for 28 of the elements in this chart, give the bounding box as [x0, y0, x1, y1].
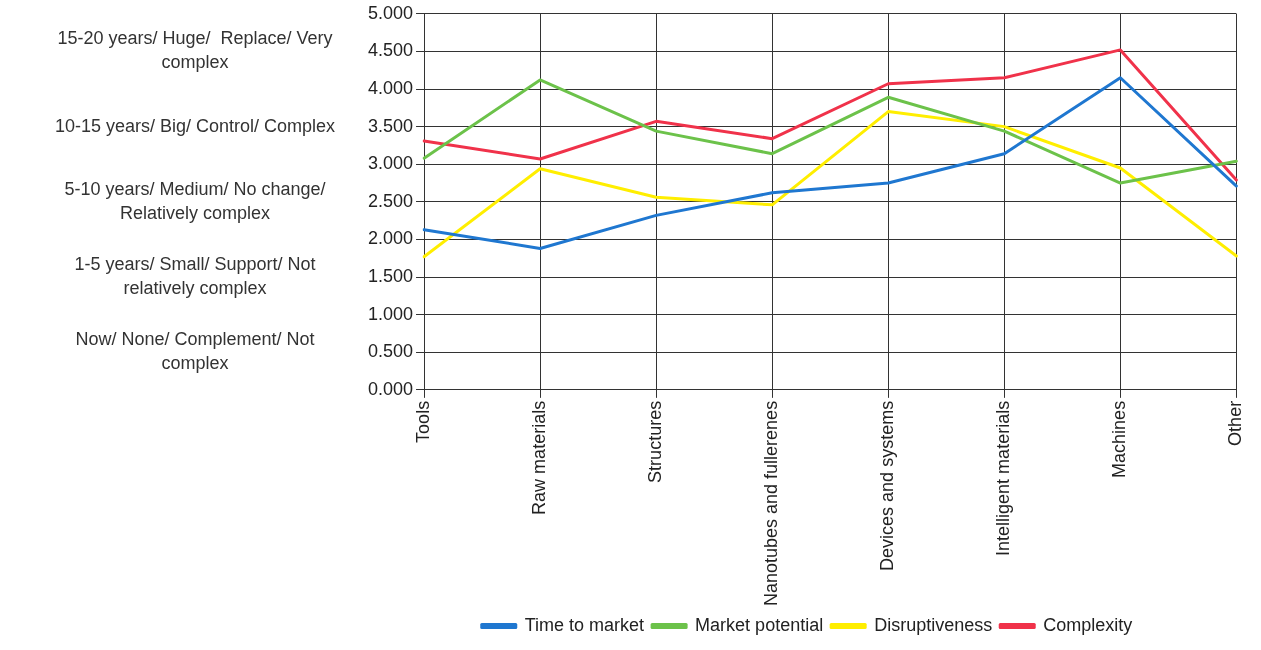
y-tick-label: 3.000	[368, 153, 414, 174]
legend-label: Market potential	[695, 614, 824, 635]
y-tick-label: 2.500	[368, 190, 414, 211]
x-tick-label: Tools	[413, 400, 434, 443]
x-tick-label: Structures	[645, 400, 666, 483]
y-tick-label: 1.500	[368, 266, 414, 287]
x-tick-label: Nanotubes and fullerenes	[761, 400, 782, 607]
legend-label: Disruptiveness	[874, 614, 993, 635]
y-tick-label: 3.500	[368, 115, 414, 136]
y-tick-label: 2.000	[368, 228, 414, 249]
y-tick-label: 1.000	[368, 303, 414, 324]
text: 10-15 years/ Big/ Control/ Complex	[54, 115, 336, 136]
x-tick-label: Intelligent materials	[993, 400, 1014, 556]
x-tick-label: Raw materials	[529, 400, 550, 515]
y-tick-label: 0.500	[368, 341, 414, 362]
legend-label: Complexity	[1043, 614, 1133, 635]
y-tick-label: 0.000	[368, 378, 414, 399]
y-tick-label: 5.000	[368, 2, 414, 23]
y-tick-label: 4.500	[368, 40, 414, 61]
text: 5-10 years/ Medium/ No change/ Relatively complex	[64, 178, 326, 223]
text: 15-20 years/ Huge/ Replace/ Very complex	[57, 28, 333, 73]
text: 1-5 years/ Small/ Support/ Not relatively complex	[74, 254, 316, 299]
x-tick-label: Machines	[1109, 400, 1130, 478]
x-tick-label: Devices and systems	[877, 400, 898, 571]
legend-label: Time to market	[524, 614, 645, 635]
y-tick-label: 4.000	[368, 77, 414, 98]
x-tick-label: Other	[1225, 400, 1246, 446]
text: Now/ None/ Complement/ Not complex	[75, 329, 315, 374]
